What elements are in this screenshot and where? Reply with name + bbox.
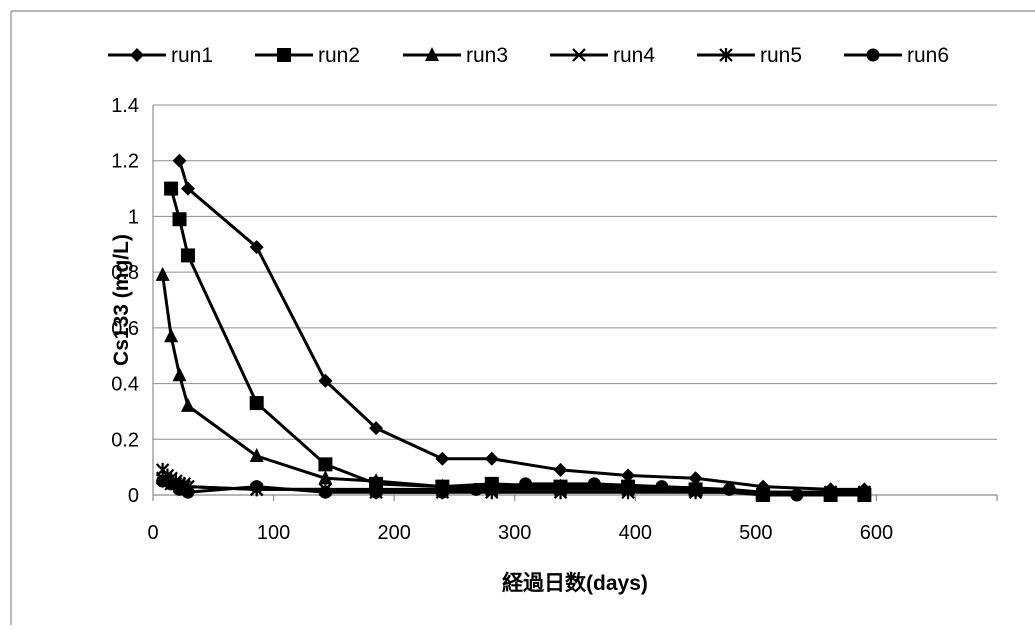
- data-point-run2: [249, 396, 264, 411]
- data-point-run5: [621, 485, 635, 500]
- data-point-run1: [249, 240, 264, 255]
- data-point-run6: [824, 488, 838, 502]
- y-tick-label: 0.8: [111, 262, 139, 284]
- x-axis-title: 経過日数(days): [502, 571, 648, 595]
- gridlines: [153, 104, 997, 440]
- y-tick-label: 1.2: [111, 151, 139, 173]
- x-tick-label: 300: [498, 522, 531, 544]
- legend-marker-run5: [719, 48, 733, 62]
- legend-label: run3: [466, 44, 508, 67]
- x-tick-label: 400: [619, 522, 652, 544]
- legend-item-run2: run2: [255, 44, 360, 67]
- series-run1: [172, 153, 872, 497]
- legend-item-run4: run4: [550, 44, 655, 67]
- series-run6: [156, 474, 838, 502]
- legend-item-run5: run5: [697, 44, 802, 67]
- data-point-run6: [655, 480, 669, 494]
- legend-item-run3: run3: [403, 44, 508, 67]
- y-tick-label: 0.2: [111, 429, 139, 451]
- y-tick-label: 0.6: [111, 318, 139, 340]
- data-point-run1: [172, 153, 187, 168]
- data-point-run6: [790, 488, 804, 502]
- data-point-run6: [181, 485, 195, 499]
- data-point-run6: [469, 482, 483, 496]
- legend-marker-run1: [130, 48, 144, 62]
- data-point-run5: [857, 485, 872, 500]
- legend-marker-run6: [866, 48, 880, 62]
- legend: run1 run2 run3 run4 run5 run6: [108, 44, 949, 67]
- data-point-run6: [318, 485, 332, 499]
- legend-label: run2: [318, 44, 360, 67]
- data-point-run2: [318, 457, 333, 472]
- axes: 0 0.2 0.4 0.6 0.8 1 1.2 1.4 0 100 200 300 400 500 600: [111, 95, 998, 544]
- legend-item-run6: run6: [844, 44, 949, 67]
- y-tick-label: 0.4: [111, 374, 139, 396]
- data-point-run3: [155, 266, 170, 281]
- series-run2: [164, 181, 872, 502]
- legend-item-run1: run1: [108, 44, 213, 67]
- legend-label: run1: [171, 44, 213, 67]
- data-point-run5: [553, 485, 568, 500]
- data-point-run2: [172, 212, 187, 227]
- x-tick-label: 100: [257, 522, 290, 544]
- y-tick-label: 0: [128, 485, 139, 507]
- data-point-run1: [688, 471, 703, 486]
- legend-label: run6: [907, 44, 949, 67]
- y-tick-label: 1: [128, 206, 139, 228]
- series-line-run2: [169, 188, 865, 497]
- x-tick-label: 200: [377, 522, 410, 544]
- legend-marker-run2: [277, 48, 291, 62]
- data-point-run3: [172, 367, 187, 382]
- data-point-run6: [250, 480, 264, 494]
- data-point-run6: [519, 477, 533, 491]
- data-point-run1: [180, 181, 195, 196]
- data-point-run3: [180, 397, 195, 412]
- data-point-run6: [369, 485, 383, 499]
- legend-label: run5: [760, 44, 802, 67]
- data-point-run3: [249, 448, 264, 462]
- data-point-run3: [318, 470, 333, 485]
- data-point-run6: [435, 485, 449, 499]
- data-point-run1: [484, 451, 499, 466]
- series-layer: [155, 153, 872, 502]
- data-point-run6: [587, 477, 601, 491]
- legend-label: run4: [613, 44, 655, 67]
- legend-marker-run4: [572, 48, 586, 62]
- data-point-run6: [722, 482, 736, 496]
- series-line-run1: [178, 160, 865, 491]
- legend-marker-run3: [425, 47, 439, 61]
- x-tick-label: 0: [147, 522, 158, 544]
- data-point-run1: [435, 451, 450, 466]
- data-point-run3: [369, 473, 384, 488]
- data-point-run3: [164, 328, 179, 343]
- data-point-run1: [369, 421, 384, 436]
- y-tick-label: 1.4: [111, 95, 139, 117]
- x-tick-label: 500: [739, 522, 772, 544]
- x-tick-label: 600: [860, 522, 893, 544]
- y-axis-title: Cs133 (mg/L): [110, 234, 133, 366]
- data-point-run1: [621, 468, 636, 483]
- data-point-run2: [164, 181, 179, 196]
- data-point-run1: [318, 373, 333, 388]
- data-point-run1: [553, 462, 568, 477]
- data-point-run2: [180, 248, 195, 263]
